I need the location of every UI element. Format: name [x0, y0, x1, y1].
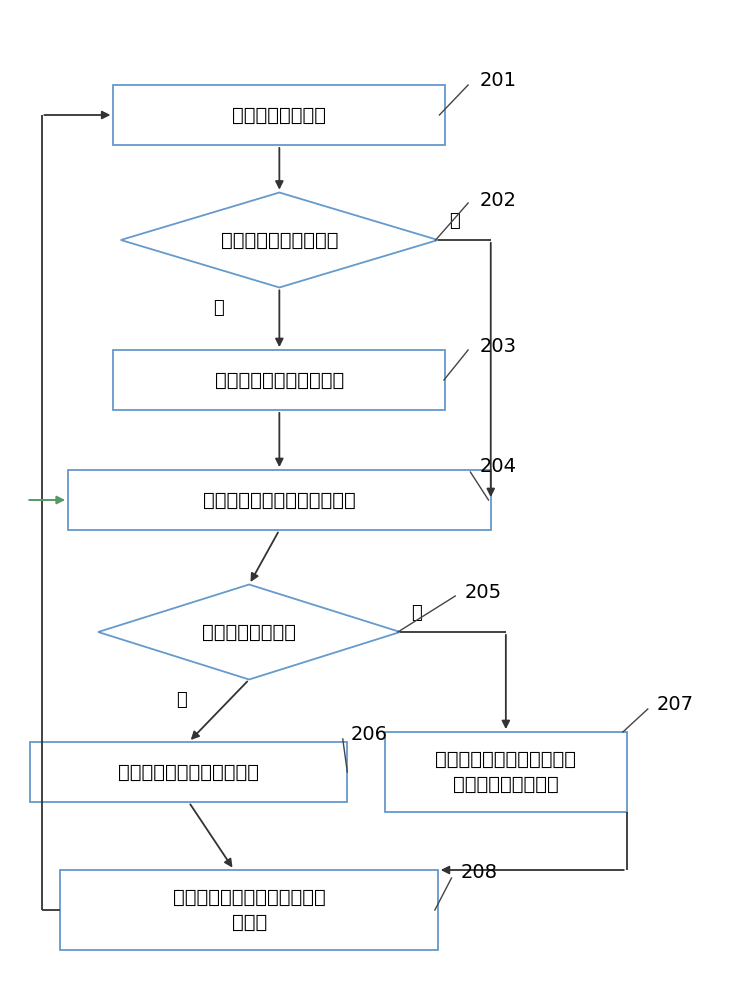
Bar: [113, 350, 445, 410]
Text: 是: 是: [214, 300, 224, 318]
Text: 否: 否: [176, 692, 186, 710]
Text: 202: 202: [479, 190, 516, 210]
Bar: [60, 870, 438, 950]
Text: 205: 205: [464, 582, 501, 601]
Polygon shape: [121, 192, 438, 288]
Text: 206: 206: [351, 726, 388, 744]
Text: 否: 否: [449, 212, 460, 230]
Text: 是否出现异常情况: 是否出现异常情况: [202, 622, 296, 642]
Bar: [385, 732, 627, 812]
Text: 判断当前生产工况: 判断当前生产工况: [233, 105, 326, 124]
Text: 207: 207: [657, 696, 694, 714]
Text: 201: 201: [479, 70, 516, 90]
Text: 对上一工况或异常前的信息进
行分析: 对上一工况或异常前的信息进 行分析: [173, 888, 325, 932]
Text: 确定过程模型及换向周期: 确定过程模型及换向周期: [214, 370, 344, 389]
Text: 204: 204: [479, 458, 516, 477]
Polygon shape: [98, 584, 400, 680]
Bar: [68, 470, 491, 530]
Text: 是: 是: [411, 604, 422, 622]
Text: 生产工况是否发生变化: 生产工况是否发生变化: [220, 231, 338, 249]
Text: 208: 208: [461, 863, 498, 882]
Bar: [30, 742, 347, 802]
Bar: [113, 85, 445, 145]
Text: 紧急恢复上一次正常运行状
态，数据库进行记录: 紧急恢复上一次正常运行状 态，数据库进行记录: [436, 750, 576, 794]
Text: 解耦与控制模块进行优化控制: 解耦与控制模块进行优化控制: [203, 490, 356, 510]
Text: 计算臭氧运行优化效果指标: 计算臭氧运行优化效果指标: [119, 762, 259, 782]
Text: 203: 203: [479, 338, 516, 357]
